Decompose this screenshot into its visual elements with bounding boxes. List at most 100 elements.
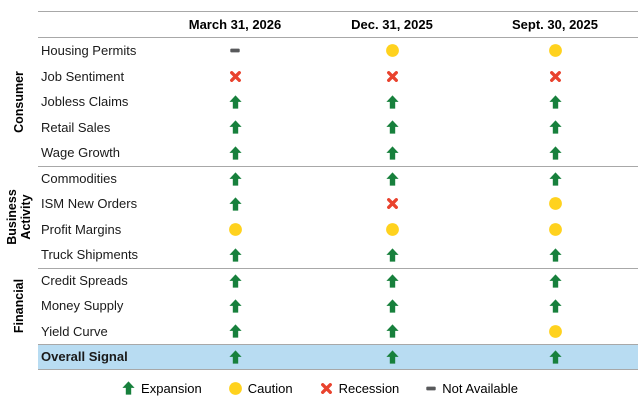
up-arrow-icon: [122, 381, 135, 395]
up-arrow-icon: [385, 274, 399, 288]
up-arrow-icon: [228, 95, 242, 109]
signal-cell: [472, 140, 638, 166]
signal-cell: [158, 217, 312, 243]
signal-cell: [312, 319, 472, 345]
circle-icon: [548, 222, 562, 236]
legend-item-expansion: Expansion: [122, 381, 202, 396]
row-label-jobless-claims: Jobless Claims: [38, 89, 158, 115]
up-arrow-icon: [548, 146, 562, 160]
row-label-text: Yield Curve: [41, 323, 108, 339]
up-arrow-icon: [548, 172, 562, 186]
signal-cell: [472, 64, 638, 90]
row-label-retail-sales: Retail Sales: [38, 115, 158, 141]
legend-item-caution: Caution: [228, 380, 293, 396]
signal-cell: [312, 38, 472, 64]
signal-cell: [312, 165, 472, 192]
signal-cell: [472, 165, 638, 192]
up-arrow-icon: [548, 274, 562, 288]
header-spacer: [38, 11, 158, 38]
legend-label: Caution: [247, 380, 293, 396]
signal-cell: [312, 217, 472, 243]
row-label-text: Job Sentiment: [41, 68, 125, 84]
signal-cell: [158, 89, 312, 115]
signal-cell: [158, 38, 312, 64]
signal-cell: [158, 293, 312, 319]
row-label-text: Truck Shipments: [41, 247, 139, 263]
row-label-yield-curve: Yield Curve: [38, 319, 158, 345]
signal-cell: [312, 242, 472, 268]
legend: Expansion Caution Recession Not Available: [0, 381, 640, 396]
up-arrow-icon: [228, 120, 242, 134]
signal-cell: [158, 140, 312, 166]
signal-cell: [472, 115, 638, 141]
dash-icon: [230, 48, 240, 53]
up-arrow-icon: [385, 146, 399, 160]
overall-signal-cell: [312, 344, 472, 370]
row-label-text: Profit Margins: [41, 221, 122, 237]
x-mark-icon: [549, 70, 562, 83]
row-label-profit-margins: Profit Margins: [38, 217, 158, 243]
row-label-truck-shipments: Truck Shipments: [38, 242, 158, 268]
row-label-text: Housing Permits: [41, 43, 137, 59]
signal-cell: [472, 191, 638, 217]
signal-cell: [472, 293, 638, 319]
overall-signal-text: Overall Signal: [41, 349, 128, 365]
signal-cell: [158, 115, 312, 141]
signal-cell: [472, 319, 638, 345]
circle-icon: [548, 197, 562, 211]
group-label-consumer: Consumer: [0, 38, 38, 166]
up-arrow-icon: [548, 350, 562, 364]
row-label-credit-spreads: Credit Spreads: [38, 267, 158, 294]
up-arrow-icon: [228, 299, 242, 313]
up-arrow-icon: [548, 248, 562, 262]
row-label-text: Jobless Claims: [41, 94, 129, 110]
column-header-1: March 31, 2026: [158, 11, 312, 38]
row-label-commodities: Commodities: [38, 165, 158, 192]
up-arrow-icon: [385, 95, 399, 109]
up-arrow-icon: [228, 248, 242, 262]
up-arrow-icon: [548, 299, 562, 313]
dash-icon: [426, 386, 436, 391]
column-header-2: Dec. 31, 2025: [312, 11, 472, 38]
column-header-label: March 31, 2026: [188, 17, 282, 32]
up-arrow-icon: [548, 95, 562, 109]
up-arrow-icon: [385, 350, 399, 364]
row-label-text: ISM New Orders: [41, 196, 138, 212]
signal-cell: [472, 89, 638, 115]
signal-cell: [472, 217, 638, 243]
row-label-ism-new-orders: ISM New Orders: [38, 191, 158, 217]
overall-signal-cell: [472, 344, 638, 370]
signal-cell: [158, 242, 312, 268]
legend-label: Expansion: [141, 380, 202, 396]
legend-item-not-available: Not Available: [426, 381, 518, 396]
row-label-wage-growth: Wage Growth: [38, 140, 158, 166]
group-label-text: Business Activity: [5, 188, 33, 245]
signal-cell: [312, 293, 472, 319]
circle-icon: [228, 381, 242, 395]
economic-signal-table: March 31, 2026 Dec. 31, 2025 Sept. 30, 2…: [0, 11, 640, 396]
circle-icon: [548, 324, 562, 338]
row-label-text: Wage Growth: [41, 145, 120, 161]
circle-icon: [385, 222, 399, 236]
up-arrow-icon: [385, 324, 399, 338]
up-arrow-icon: [385, 248, 399, 262]
up-arrow-icon: [228, 350, 242, 364]
signal-cell: [158, 64, 312, 90]
row-label-text: Commodities: [41, 171, 117, 187]
circle-icon: [228, 222, 242, 236]
row-label-housing-permits: Housing Permits: [38, 38, 158, 64]
up-arrow-icon: [228, 146, 242, 160]
legend-item-recession: Recession: [320, 381, 399, 396]
group-label-business-activity: Business Activity: [0, 166, 38, 268]
signal-cell: [158, 191, 312, 217]
signal-cell: [312, 115, 472, 141]
row-label-text: Money Supply: [41, 298, 124, 314]
signal-cell: [312, 89, 472, 115]
row-label-money-supply: Money Supply: [38, 293, 158, 319]
row-label-job-sentiment: Job Sentiment: [38, 64, 158, 90]
up-arrow-icon: [385, 120, 399, 134]
circle-icon: [385, 44, 399, 58]
header-corner: [0, 11, 38, 38]
signal-cell: [158, 267, 312, 294]
up-arrow-icon: [385, 172, 399, 186]
